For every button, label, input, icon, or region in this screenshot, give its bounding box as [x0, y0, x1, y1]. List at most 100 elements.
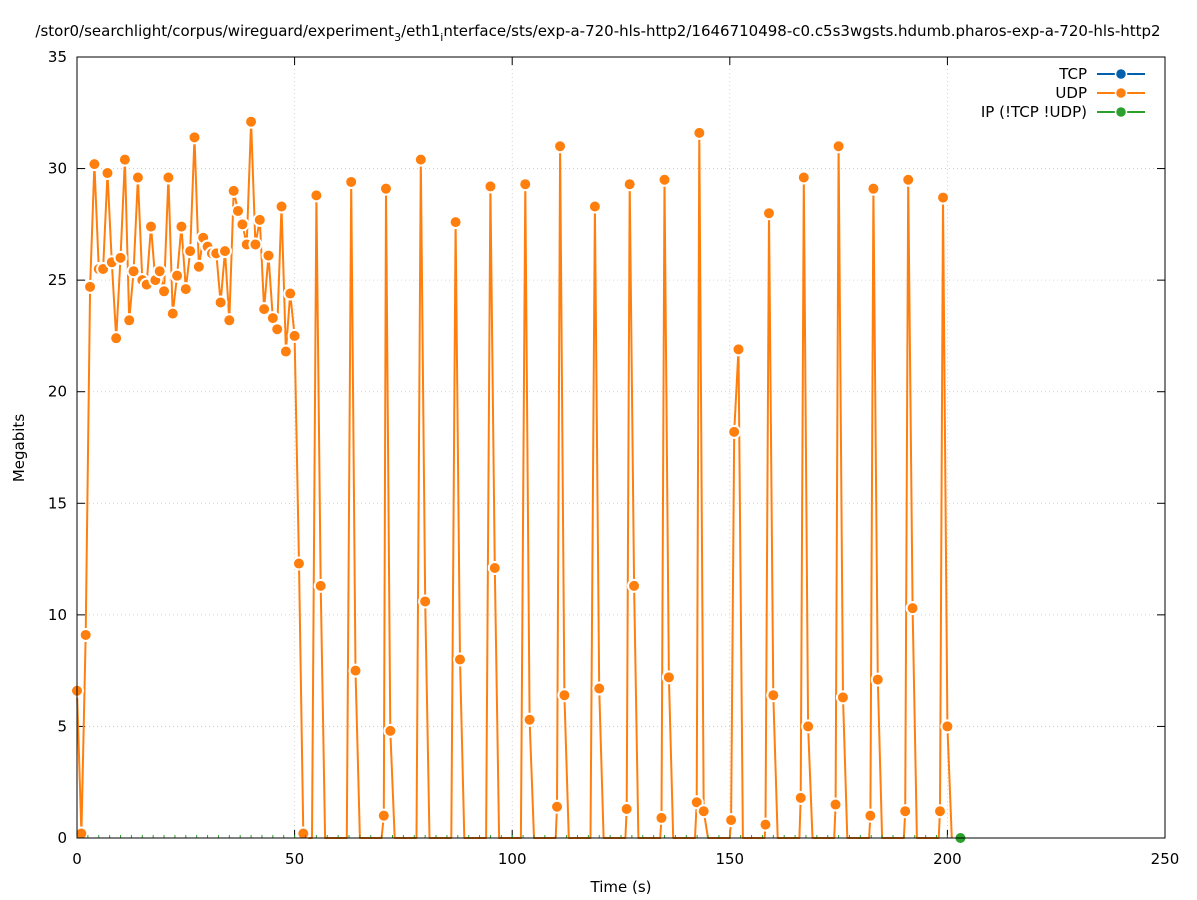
- data-point: [418, 594, 433, 609]
- legend-label: UDP: [1055, 84, 1087, 102]
- y-axis-label: Megabits: [10, 414, 28, 482]
- data-point: [483, 179, 498, 194]
- data-point: [222, 313, 237, 328]
- data-point: [287, 328, 302, 343]
- y-tick-label: 0: [57, 829, 67, 847]
- y-tick-label: 20: [48, 383, 67, 401]
- data-point: [291, 556, 306, 571]
- data-point: [452, 652, 467, 667]
- data-point: [619, 801, 634, 816]
- y-tick-label: 15: [48, 494, 67, 512]
- data-point: [587, 199, 602, 214]
- series-layer: [70, 114, 968, 845]
- data-point: [657, 172, 672, 187]
- data-point: [863, 808, 878, 823]
- data-point: [898, 804, 913, 819]
- data-point: [83, 279, 98, 294]
- chart-title: /stor0/searchlight/corpus/wireguard/expe…: [35, 22, 1160, 44]
- data-point: [309, 188, 324, 203]
- data-point: [157, 284, 172, 299]
- data-point: [835, 690, 850, 705]
- data-point: [257, 302, 272, 317]
- data-point: [161, 170, 176, 185]
- data-point: [170, 268, 185, 283]
- x-tick-label: 150: [715, 850, 744, 868]
- grid: [77, 57, 1165, 838]
- data-point: [217, 244, 232, 259]
- data-point: [692, 125, 707, 140]
- data-point: [487, 560, 502, 575]
- data-point: [152, 264, 167, 279]
- data-point: [117, 152, 132, 167]
- data-point: [252, 212, 267, 227]
- data-point: [801, 719, 816, 734]
- data-point: [758, 817, 773, 832]
- data-point: [213, 295, 228, 310]
- data-point: [766, 688, 781, 703]
- data-point: [78, 627, 93, 642]
- data-point: [296, 826, 311, 841]
- legend-label: IP (!TCP !UDP): [981, 103, 1087, 121]
- x-tick-label: 50: [285, 850, 304, 868]
- data-point: [274, 199, 289, 214]
- data-point: [796, 170, 811, 185]
- data-point: [550, 799, 565, 814]
- data-point: [113, 250, 128, 265]
- data-point: [313, 578, 328, 593]
- data-point: [933, 804, 948, 819]
- legend-swatch-point: [1114, 67, 1128, 81]
- legend-swatch-point: [1114, 105, 1128, 119]
- data-point: [761, 206, 776, 221]
- data-point: [235, 217, 250, 232]
- data-point: [689, 795, 704, 810]
- data-point: [248, 237, 263, 252]
- data-point: [130, 170, 145, 185]
- data-point: [901, 172, 916, 187]
- data-point: [348, 663, 363, 678]
- data-point: [627, 578, 642, 593]
- data-point: [940, 719, 955, 734]
- data-point: [731, 342, 746, 357]
- data-point: [187, 130, 202, 145]
- data-point: [244, 114, 259, 129]
- data-point: [378, 181, 393, 196]
- data-point: [143, 219, 158, 234]
- data-point: [283, 286, 298, 301]
- data-point: [278, 344, 293, 359]
- data-point: [100, 166, 115, 181]
- data-point: [553, 139, 568, 154]
- data-point: [870, 672, 885, 687]
- data-point: [376, 808, 391, 823]
- data-point: [122, 313, 137, 328]
- legend-label: TCP: [1058, 65, 1087, 83]
- data-point: [165, 306, 180, 321]
- legend-swatch-point: [1114, 86, 1128, 100]
- data-point: [654, 810, 669, 825]
- x-axis-label: Time (s): [590, 878, 652, 896]
- y-tick-label: 5: [57, 717, 67, 735]
- data-point: [344, 174, 359, 189]
- plot-frame: [76, 56, 1166, 839]
- data-point: [828, 797, 843, 812]
- data-point: [831, 139, 846, 154]
- y-tick-label: 10: [48, 606, 67, 624]
- data-point: [793, 790, 808, 805]
- data-point: [109, 331, 124, 346]
- data-point: [126, 264, 141, 279]
- x-tick-label: 100: [498, 850, 527, 868]
- x-tick-label: 250: [1151, 850, 1180, 868]
- data-point: [74, 826, 89, 841]
- data-point: [174, 219, 189, 234]
- data-point: [622, 177, 637, 192]
- data-point: [191, 259, 206, 274]
- data-point: [261, 248, 276, 263]
- data-point: [87, 157, 102, 172]
- series-line: [76, 120, 953, 839]
- data-point: [696, 804, 711, 819]
- data-point: [183, 244, 198, 259]
- y-tick-label: 35: [48, 48, 67, 66]
- x-tick-label: 0: [72, 850, 82, 868]
- axis-ticks: 0 50 100 150 200 250 0 5 10 15 20 25 30 35: [48, 48, 1179, 868]
